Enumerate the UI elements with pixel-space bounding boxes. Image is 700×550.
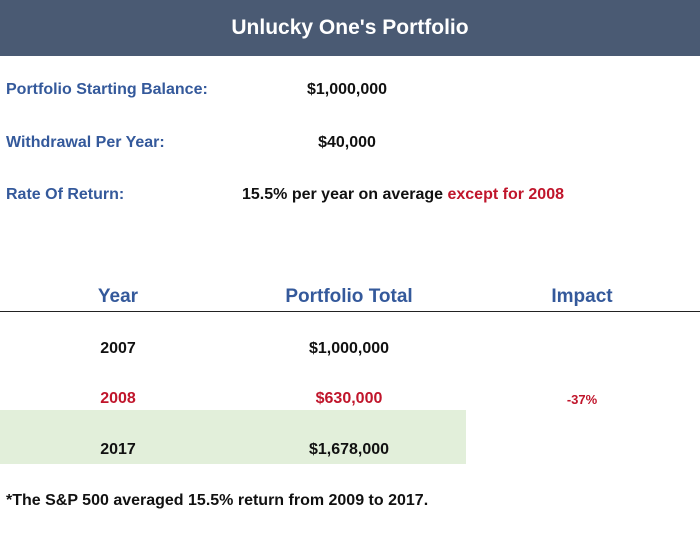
row-portfolio-total: $1,678,000 (308, 441, 390, 458)
footnote: *The S&P 500 averaged 15.5% return from … (6, 492, 429, 509)
column-header-year: Year (97, 286, 139, 307)
row-impact: -37% (566, 392, 598, 407)
starting-balance-label: Portfolio Starting Balance: (6, 81, 208, 98)
starting-balance-value: $1,000,000 (306, 81, 388, 98)
final-row-highlight (0, 410, 466, 464)
title-bar: Unlucky One's Portfolio (0, 0, 700, 56)
column-header-portfolio-total: Portfolio Total (285, 286, 413, 307)
row-year: 2008 (100, 390, 136, 407)
header-divider (0, 311, 700, 312)
rate-of-return-value: 15.5% per year on average except for 200… (242, 186, 564, 204)
rate-of-return-label: Rate Of Return: (6, 186, 125, 203)
page-title: Unlucky One's Portfolio (231, 16, 469, 39)
withdrawal-value: $40,000 (318, 134, 376, 151)
row-portfolio-total: $1,000,000 (308, 340, 390, 357)
rate-of-return-text: 15.5% per year on average (242, 186, 444, 203)
rate-of-return-exception: except for 2008 (447, 186, 564, 203)
withdrawal-label: Withdrawal Per Year: (6, 134, 165, 151)
row-year: 2017 (100, 441, 136, 458)
row-portfolio-total: $630,000 (315, 390, 383, 407)
row-year: 2007 (100, 340, 136, 357)
column-header-impact: Impact (551, 286, 613, 307)
